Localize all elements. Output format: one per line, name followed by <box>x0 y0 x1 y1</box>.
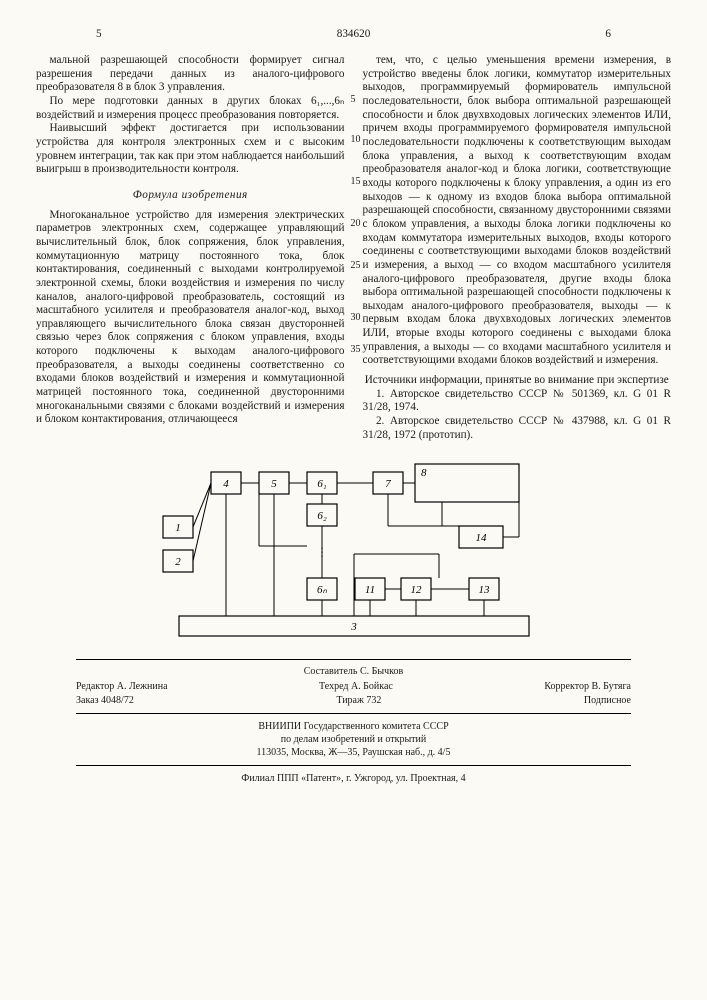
claim-text: Многоканальное устройство для измерения … <box>36 209 345 428</box>
line-number: 25 <box>351 260 361 272</box>
svg-text:13: 13 <box>478 584 490 596</box>
page-number-right: 6 <box>605 28 611 42</box>
footer-order: Заказ 4048/72 <box>76 695 134 707</box>
reference-item: 1. Авторское свидетельство СССР № 501369… <box>363 388 672 415</box>
svg-text:3: 3 <box>350 621 357 633</box>
paragraph: Наивысший эффект достигается при использ… <box>36 122 345 177</box>
svg-text:14: 14 <box>475 532 487 544</box>
svg-text:12: 12 <box>410 584 422 596</box>
references-block: Источники информации, принятые во вниман… <box>363 374 672 442</box>
divider <box>76 713 631 714</box>
footer-tech: Техред А. Бойкас <box>319 681 393 693</box>
footer-corrector: Корректор В. Бутяга <box>544 681 631 693</box>
svg-text:6ₙ: 6ₙ <box>317 584 328 596</box>
svg-text:4: 4 <box>223 478 229 490</box>
footer-branch: Филиал ППП «Патент», г. Ужгород, ул. Про… <box>36 772 671 785</box>
left-column: мальной разрешающей способности формируе… <box>36 54 345 442</box>
footer-org-line: по делам изобретений и открытий <box>36 733 671 746</box>
two-column-body: мальной разрешающей способности формируе… <box>36 54 671 442</box>
page-number-left: 5 <box>96 28 102 42</box>
claim-continuation: тем, что, с целью уменьшения времени изм… <box>363 54 672 368</box>
footer-org: ВНИИПИ Государственного комитета СССР по… <box>36 720 671 759</box>
line-number: 5 <box>351 94 356 106</box>
reference-item: 2. Авторское свидетельство СССР № 437988… <box>363 415 672 442</box>
svg-text:5: 5 <box>271 478 277 490</box>
svg-text:6₂: 6₂ <box>317 510 327 522</box>
footer-subscr: Подписное <box>584 695 631 707</box>
line-number: 10 <box>351 134 361 146</box>
svg-text:2: 2 <box>175 556 181 568</box>
imprint-footer: Составитель С. Бычков Редактор А. Лежнин… <box>36 659 671 785</box>
footer-copies: Тираж 732 <box>336 695 381 707</box>
divider <box>76 659 631 660</box>
paragraph: По мере подготовки данных в других блока… <box>36 95 345 122</box>
document-number: 834620 <box>337 28 371 40</box>
line-number: 30 <box>351 312 361 324</box>
footer-org-line: ВНИИПИ Государственного комитета СССР <box>36 720 671 733</box>
svg-text:6₁: 6₁ <box>317 478 327 490</box>
svg-text:8: 8 <box>421 467 427 479</box>
page-header: 5 834620 6 <box>36 28 671 44</box>
paragraph: мальной разрешающей способности формируе… <box>36 54 345 95</box>
svg-text:11: 11 <box>364 584 374 596</box>
footer-editor: Редактор А. Лежнина <box>76 681 168 693</box>
svg-text:⋮: ⋮ <box>316 545 328 559</box>
line-number: 20 <box>351 218 361 230</box>
svg-text:1: 1 <box>175 522 181 534</box>
footer-addr: 113035, Москва, Ж—35, Раушская наб., д. … <box>36 746 671 759</box>
line-number: 35 <box>351 344 361 356</box>
circuit-diagram: 12456₁6₂6ₙ79101112131438⋮ <box>139 456 569 651</box>
footer-compiler: Составитель С. Бычков <box>304 666 403 678</box>
claims-heading: Формула изобретения <box>36 189 345 203</box>
svg-text:7: 7 <box>385 478 391 490</box>
line-number: 15 <box>351 176 361 188</box>
references-heading: Источники информации, принятые во вниман… <box>363 374 672 388</box>
right-column: 5 10 15 20 25 30 35 тем, что, с целью ум… <box>363 54 672 442</box>
divider <box>76 765 631 766</box>
